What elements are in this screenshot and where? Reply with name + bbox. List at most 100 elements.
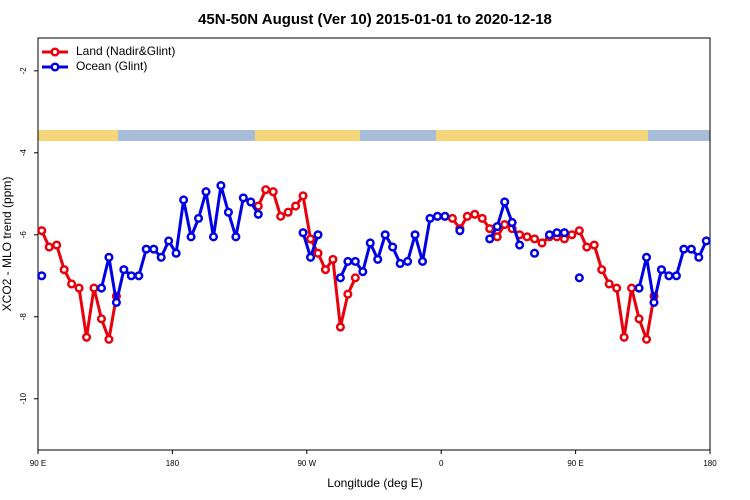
point (164, 236, 174, 246)
point (313, 248, 323, 258)
point (89, 283, 99, 293)
x-tick-label: 90 E (30, 459, 46, 468)
point (358, 267, 368, 277)
point (373, 254, 383, 264)
point (515, 240, 525, 250)
point (432, 211, 443, 221)
point (619, 332, 629, 342)
legend-label: Ocean (Glint) (76, 59, 147, 73)
point (291, 201, 301, 211)
point (37, 271, 47, 281)
x-axis-label: Longitude (deg E) (327, 476, 422, 490)
point (470, 209, 480, 219)
point (246, 197, 256, 207)
legend-marker (50, 62, 60, 72)
point (74, 283, 84, 293)
point (582, 242, 592, 252)
point (134, 271, 144, 281)
point (612, 283, 622, 293)
point (604, 279, 614, 289)
point (597, 265, 607, 275)
x-tick-label: 90 W (297, 459, 316, 468)
point (686, 244, 696, 254)
point (37, 226, 47, 236)
point (216, 181, 226, 191)
point (253, 209, 263, 219)
point (52, 240, 62, 250)
point (492, 222, 502, 232)
point (81, 332, 92, 342)
point (186, 232, 196, 242)
point (395, 258, 405, 269)
plot-frame (37, 37, 711, 451)
point (627, 283, 637, 293)
point (111, 297, 121, 307)
point (559, 228, 569, 238)
point (567, 230, 577, 240)
point (141, 244, 151, 254)
point (268, 187, 278, 197)
legend-label: Land (Nadir&Glint) (76, 44, 175, 58)
point (477, 213, 487, 223)
x-tick-label: 0 (439, 459, 444, 468)
point (223, 207, 233, 217)
point (671, 271, 681, 281)
point (171, 248, 181, 258)
map-strip (38, 130, 710, 141)
point (634, 283, 644, 293)
y-axis-label: XCO2 - MLO trend (ppm) (0, 177, 14, 312)
point (261, 185, 271, 195)
point (343, 289, 353, 299)
point (701, 236, 711, 246)
land-strip (38, 130, 118, 141)
point (283, 207, 293, 217)
point (447, 213, 457, 223)
point (156, 252, 166, 262)
point (96, 314, 107, 324)
land-strip (436, 130, 648, 141)
chart-title: 45N-50N August (Ver 10) 2015-01-01 to 20… (198, 11, 552, 28)
x-tick-label: 180 (166, 459, 180, 468)
point (305, 252, 316, 262)
point (380, 230, 390, 240)
point (96, 283, 107, 293)
point (403, 256, 413, 266)
y-tick-label: -2 (19, 67, 28, 75)
point (231, 232, 241, 242)
point (485, 234, 495, 244)
point (388, 242, 398, 252)
point (455, 226, 465, 236)
point (552, 228, 562, 238)
point (276, 211, 286, 221)
point (365, 238, 375, 248)
point (656, 265, 667, 275)
point (328, 254, 338, 264)
legend-marker (50, 47, 60, 57)
y-tick-label: -6 (19, 231, 28, 239)
point (193, 213, 204, 223)
point (679, 244, 689, 254)
point (529, 234, 540, 244)
point (641, 252, 652, 262)
point (574, 226, 584, 236)
point (641, 334, 652, 344)
point (634, 314, 644, 324)
point (59, 265, 69, 275)
point (298, 228, 308, 238)
land-strip (255, 130, 360, 141)
point (126, 271, 136, 281)
point (537, 238, 547, 248)
x-tick-label: 180 (703, 459, 717, 468)
point (500, 219, 510, 230)
point (305, 234, 316, 244)
point (298, 191, 308, 201)
point (574, 273, 584, 283)
point (417, 256, 428, 266)
point (104, 252, 114, 262)
point (350, 256, 360, 266)
point (320, 265, 331, 275)
point (313, 230, 323, 240)
point (343, 256, 353, 266)
point (335, 273, 345, 283)
